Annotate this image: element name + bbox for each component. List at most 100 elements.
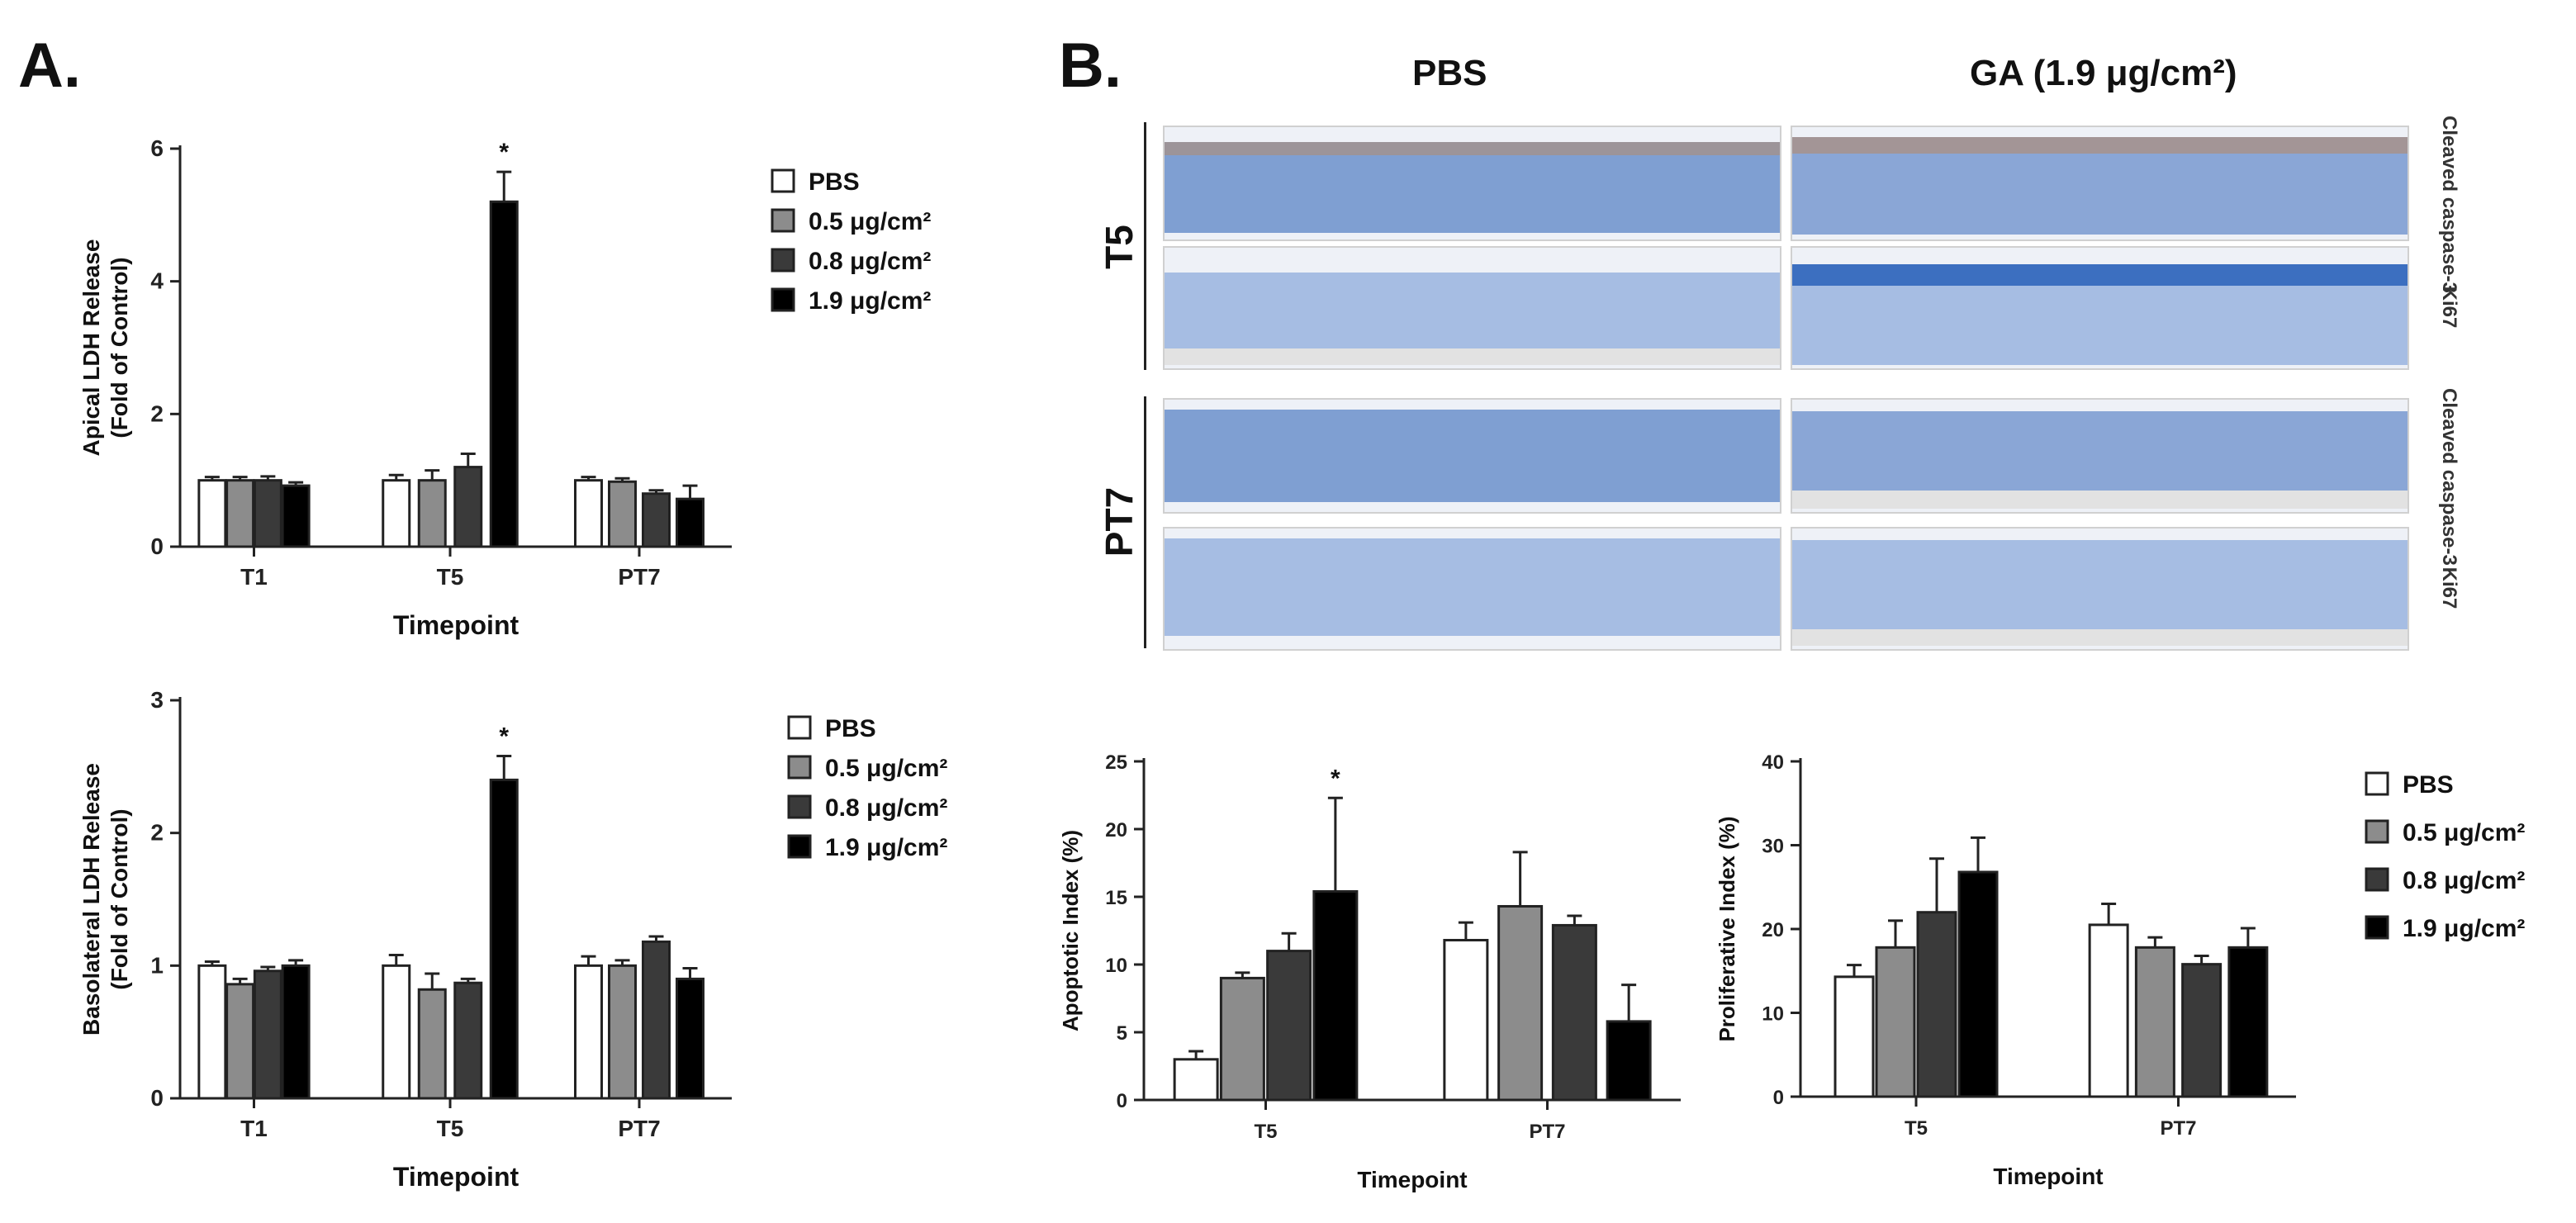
x-tick-label: T5	[437, 1116, 464, 1141]
bar	[608, 964, 637, 1100]
x-tick-label: T1	[240, 1116, 268, 1141]
bar	[197, 479, 227, 548]
bar	[225, 983, 255, 1100]
bar	[1443, 938, 1489, 1102]
bar	[489, 200, 519, 548]
legend-entry: 0.8 μg/cm²	[809, 248, 931, 275]
legend-swatch	[2365, 867, 2389, 892]
legend-entry: PBS	[809, 168, 860, 196]
y-tick-label: 30	[1762, 836, 1784, 858]
bar	[1875, 946, 1916, 1098]
bar	[1606, 1020, 1652, 1102]
micrograph-ga-t5-ki67	[1791, 246, 2409, 370]
legend-swatch	[771, 287, 795, 312]
bar	[453, 981, 483, 1100]
x-tick-label: T5	[1254, 1121, 1277, 1143]
legend-swatch	[771, 248, 795, 273]
significance-marker: *	[499, 139, 509, 166]
y-tick-label: 0	[1117, 1090, 1127, 1112]
bar	[281, 964, 311, 1100]
micrograph-ga-pt7-caspase	[1791, 398, 2409, 514]
micrograph-pbs-t5-ki67	[1163, 246, 1781, 370]
y-axis-label: Apoptotic Index (%)	[1058, 830, 1083, 1031]
y-tick-label: 0	[150, 533, 164, 559]
bar	[1173, 1058, 1219, 1102]
bar	[417, 479, 447, 548]
bar	[1312, 889, 1359, 1102]
significance-marker: *	[499, 723, 509, 750]
bar	[382, 964, 411, 1100]
y-axis-label: Basolateral LDH Release (Fold of Control)	[78, 763, 132, 1036]
y-tick-label: 4	[150, 268, 164, 294]
significance-marker: *	[1331, 765, 1340, 792]
x-axis-label: Timepoint	[393, 610, 519, 640]
y-axis-label: Proliferative Index (%)	[1715, 816, 1739, 1041]
legend-entry: 1.9 μg/cm²	[809, 287, 931, 315]
legend-entry: 1.9 μg/cm²	[825, 834, 947, 861]
y-tick-label: 40	[1762, 751, 1784, 774]
y-tick-label: 1	[150, 952, 164, 978]
y-tick-label: 5	[1117, 1022, 1127, 1045]
bar	[1219, 976, 1265, 1102]
y-tick-label: 15	[1105, 887, 1127, 909]
legend-swatch	[787, 755, 812, 780]
legend-swatch	[2365, 771, 2389, 796]
bar	[489, 778, 519, 1100]
bar	[382, 479, 411, 548]
bar	[253, 479, 282, 548]
legend-swatch	[771, 208, 795, 233]
micrograph-title-pbs: PBS	[1412, 53, 1487, 93]
bar	[1916, 911, 1957, 1098]
legend-entry: 0.8 μg/cm²	[825, 794, 947, 822]
bar	[417, 988, 447, 1100]
bar	[453, 466, 483, 548]
bar	[642, 940, 671, 1100]
legend-swatch	[2365, 819, 2389, 844]
y-tick-label: 25	[1105, 751, 1127, 774]
y-tick-label: 20	[1762, 919, 1784, 941]
x-axis-label: Timepoint	[1993, 1164, 2103, 1189]
x-tick-label: PT7	[1529, 1121, 1565, 1143]
x-axis-label: Timepoint	[393, 1162, 519, 1192]
micrograph-pbs-t5-caspase	[1163, 126, 1781, 241]
legend-swatch	[787, 834, 812, 859]
bar	[2227, 946, 2269, 1098]
micrograph-pbs-pt7-ki67	[1163, 527, 1781, 651]
bar	[2181, 963, 2223, 1098]
x-tick-label: PT7	[2160, 1117, 2196, 1140]
bar	[676, 977, 704, 1100]
bar	[281, 484, 311, 548]
x-axis-label: Timepoint	[1357, 1167, 1467, 1192]
pt7-bracket	[1144, 396, 1146, 648]
y-tick-label: 0	[150, 1085, 164, 1111]
y-tick-label: 0	[1773, 1087, 1784, 1109]
y-tick-label: 20	[1105, 819, 1127, 841]
legend-entry: PBS	[825, 715, 876, 742]
micrograph-ga-pt7-ki67	[1791, 527, 2409, 651]
panel-label-b: B.	[1059, 31, 1122, 101]
bar	[574, 964, 603, 1100]
bar	[2134, 946, 2175, 1098]
x-tick-label: PT7	[618, 564, 660, 590]
micrograph-pbs-pt7-caspase	[1163, 398, 1781, 514]
bar	[574, 479, 603, 548]
y-tick-label: 2	[150, 401, 164, 426]
legend-entry: 0.5 μg/cm²	[809, 208, 931, 235]
legend-entry: 1.9 μg/cm²	[2403, 915, 2525, 942]
x-tick-label: T5	[437, 564, 464, 590]
legend-swatch	[2365, 915, 2389, 940]
legend-entry: PBS	[2403, 771, 2454, 799]
y-tick-label: 10	[1762, 1003, 1784, 1026]
legend-entry: 0.5 μg/cm²	[825, 755, 947, 782]
bar	[2088, 923, 2129, 1098]
x-tick-label: PT7	[618, 1116, 660, 1141]
bar	[225, 479, 255, 548]
x-tick-label: T5	[1905, 1117, 1928, 1140]
bar	[676, 497, 704, 548]
legend-swatch	[771, 168, 795, 193]
bar	[1497, 904, 1544, 1102]
bar	[1266, 950, 1312, 1102]
legend-entry: 0.8 μg/cm²	[2403, 867, 2525, 894]
bar	[1551, 923, 1597, 1102]
